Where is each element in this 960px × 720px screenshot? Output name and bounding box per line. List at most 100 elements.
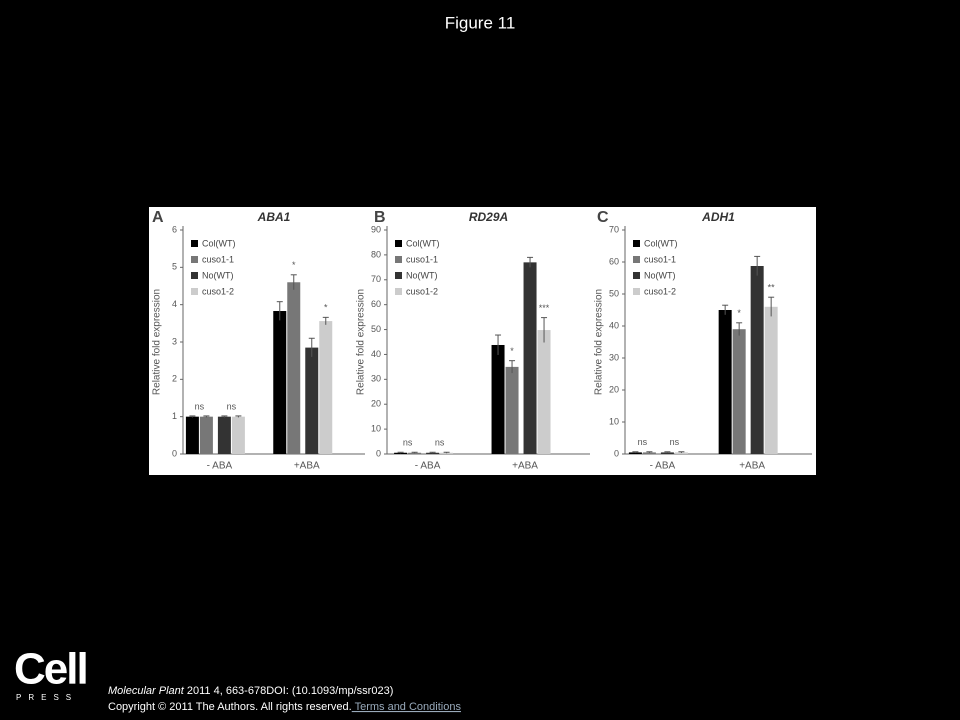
bar <box>199 416 213 454</box>
y-tick-label: 4 <box>172 299 177 309</box>
significance-label: ns <box>403 438 413 448</box>
significance-label: * <box>324 303 328 313</box>
legend-label: cuso1-1 <box>406 254 438 264</box>
bar <box>426 452 440 454</box>
bar <box>764 306 778 454</box>
legend-swatch <box>191 256 198 263</box>
legend-swatch <box>633 288 640 295</box>
bar <box>505 366 519 454</box>
legend-label: cuso1-1 <box>644 254 676 264</box>
bar <box>491 344 505 454</box>
y-tick-label: 30 <box>371 374 381 384</box>
significance-label: *** <box>539 303 550 313</box>
legend-label: Col(WT) <box>406 238 440 248</box>
y-axis-label: Relative fold expression <box>152 289 163 395</box>
y-tick-label: 5 <box>172 262 177 272</box>
y-tick-label: 20 <box>371 399 381 409</box>
significance-label: ns <box>227 401 237 411</box>
bar <box>287 282 301 454</box>
legend-swatch <box>633 256 640 263</box>
legend-label: No(WT) <box>406 270 438 280</box>
chart-title: ABA1 <box>257 210 291 224</box>
y-tick-label: 40 <box>371 349 381 359</box>
bar <box>718 310 732 454</box>
chart-title: RD29A <box>469 210 508 224</box>
legend-swatch <box>633 240 640 247</box>
significance-label: ns <box>638 437 648 447</box>
bar <box>628 452 642 454</box>
y-tick-label: 30 <box>609 352 619 362</box>
legend-label: cuso1-2 <box>406 286 438 296</box>
bar <box>674 452 688 454</box>
terms-link[interactable]: Terms and Conditions <box>352 701 462 713</box>
y-tick-label: 90 <box>371 224 381 234</box>
y-tick-label: 60 <box>609 256 619 266</box>
bar <box>537 330 551 454</box>
significance-label: ns <box>670 437 680 447</box>
copyright-text: Copyright © 2011 The Authors. All rights… <box>108 701 352 713</box>
bar <box>185 416 199 454</box>
bar <box>319 321 333 454</box>
significance-label: * <box>510 346 514 356</box>
y-axis-label: Relative fold expression <box>594 289 605 395</box>
y-tick-label: 0 <box>172 448 177 458</box>
legend-label: No(WT) <box>202 270 234 280</box>
logo-sub: PRESS <box>16 693 78 702</box>
legend-label: cuso1-2 <box>202 286 234 296</box>
bar <box>231 416 245 454</box>
legend-swatch <box>191 240 198 247</box>
slide-title: Figure 11 <box>445 13 516 32</box>
chart-title: ADH1 <box>701 210 735 224</box>
y-tick-label: 80 <box>371 249 381 259</box>
significance-label: ** <box>768 283 776 293</box>
significance-label: * <box>737 308 741 318</box>
legend-swatch <box>191 288 198 295</box>
legend-label: cuso1-1 <box>202 254 234 264</box>
y-tick-label: 70 <box>371 274 381 284</box>
x-tick-label: +ABA <box>739 461 765 472</box>
legend-label: cuso1-2 <box>644 286 676 296</box>
panel-letter: C <box>597 209 609 226</box>
legend-swatch <box>395 256 402 263</box>
y-tick-label: 0 <box>376 448 381 458</box>
bar <box>750 266 764 454</box>
y-tick-label: 50 <box>609 288 619 298</box>
citation-text: 2011 4, 663-678DOI: (10.1093/mp/ssr023) <box>184 685 394 697</box>
bar <box>523 262 537 454</box>
y-tick-label: 0 <box>614 448 619 458</box>
significance-label: ns <box>435 438 445 448</box>
y-tick-label: 1 <box>172 411 177 421</box>
legend-swatch <box>395 288 402 295</box>
legend-label: No(WT) <box>644 270 676 280</box>
bar <box>440 452 454 454</box>
bar <box>642 452 656 454</box>
legend-swatch <box>191 272 198 279</box>
y-axis-label: Relative fold expression <box>356 289 367 395</box>
y-tick-label: 3 <box>172 336 177 346</box>
panel-letter: A <box>152 209 164 226</box>
y-tick-label: 40 <box>609 320 619 330</box>
x-tick-label: - ABA <box>650 461 676 472</box>
legend-label: Col(WT) <box>644 238 678 248</box>
journal: Molecular Plant <box>108 685 185 697</box>
significance-label: * <box>292 260 296 270</box>
y-tick-label: 2 <box>172 374 177 384</box>
x-tick-label: +ABA <box>294 461 320 472</box>
bar <box>273 311 287 454</box>
bar <box>408 452 422 454</box>
legend-swatch <box>395 240 402 247</box>
x-tick-label: - ABA <box>415 461 441 472</box>
y-tick-label: 6 <box>172 224 177 234</box>
copyright: Copyright © 2011 The Authors. All rights… <box>108 701 461 713</box>
x-tick-label: - ABA <box>207 461 233 472</box>
legend-swatch <box>633 272 640 279</box>
y-tick-label: 10 <box>609 416 619 426</box>
legend-label: Col(WT) <box>202 238 236 248</box>
y-tick-label: 60 <box>371 299 381 309</box>
citation: Molecular Plant 2011 4, 663-678DOI: (10.… <box>108 685 393 697</box>
y-tick-label: 10 <box>371 423 381 433</box>
y-tick-label: 20 <box>609 384 619 394</box>
bar <box>732 329 746 454</box>
